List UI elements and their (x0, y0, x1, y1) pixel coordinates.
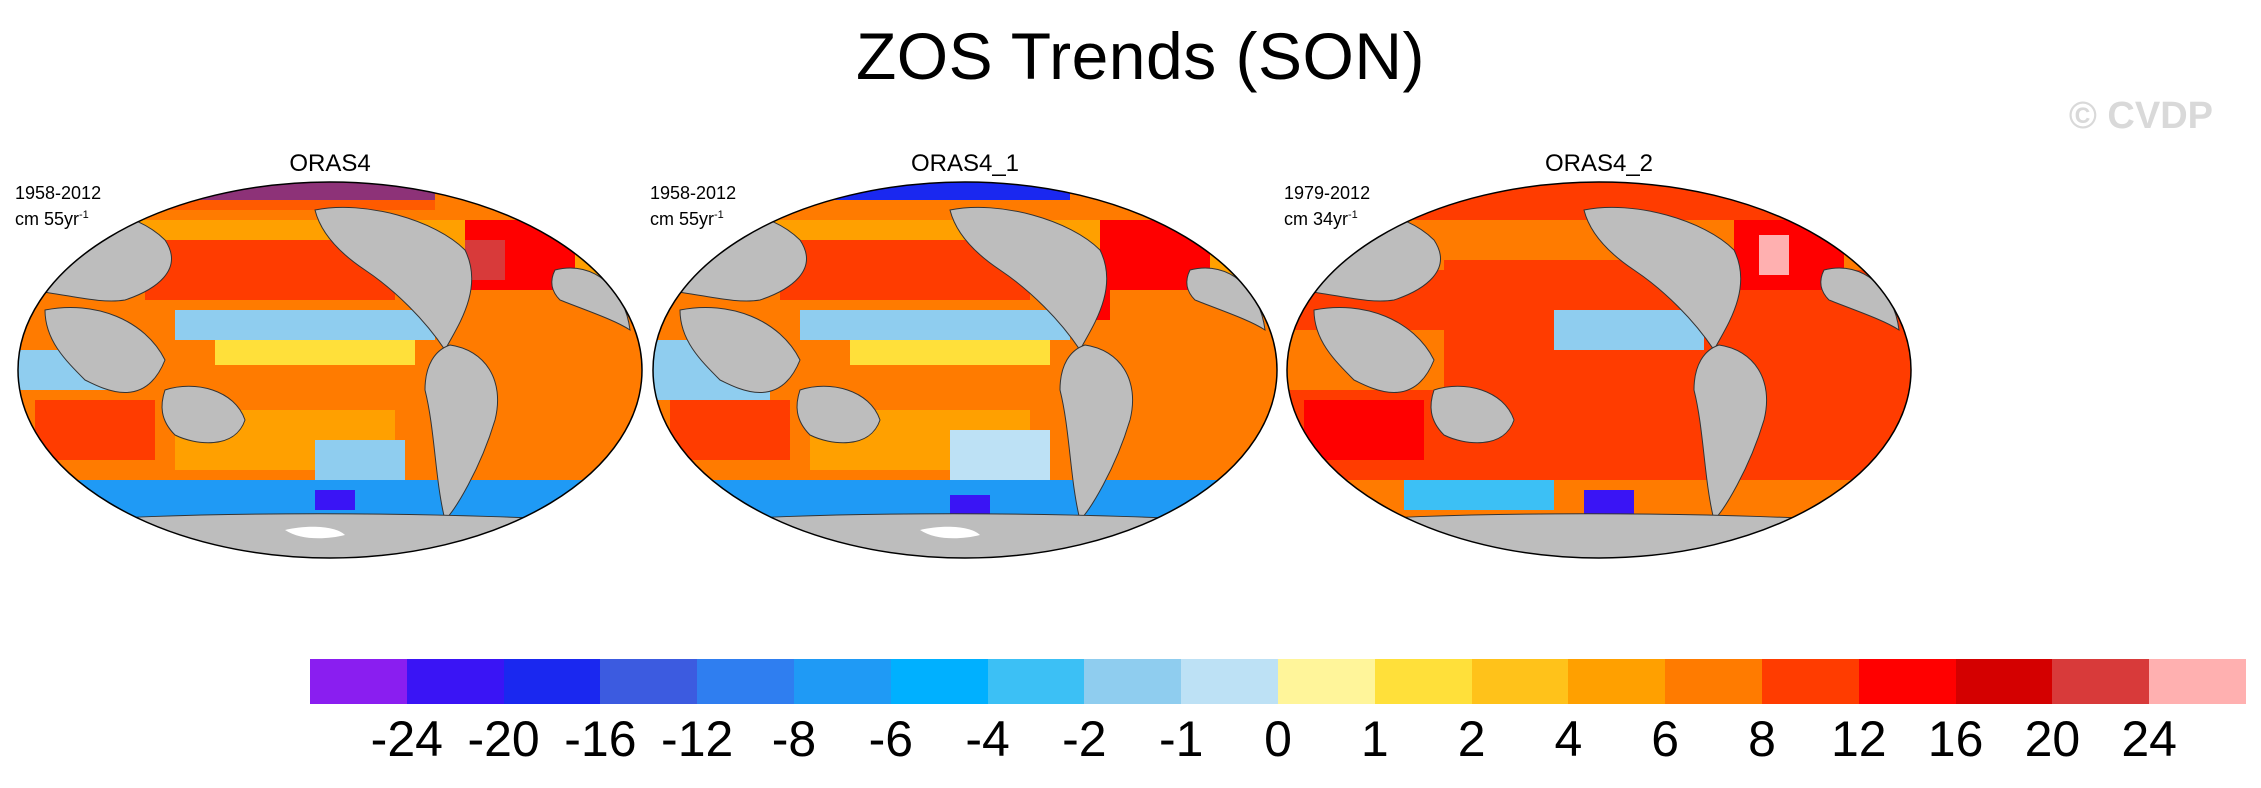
world-map (652, 181, 1278, 559)
colorbar-tick-label: 16 (1927, 711, 1984, 767)
colorbar-box (1761, 659, 1859, 704)
colorbar-tick-label: 12 (1830, 711, 1887, 767)
panel-title: ORAS4_2 (1544, 150, 1654, 177)
colorbar-box (406, 659, 504, 704)
colorbar-box (1955, 659, 2053, 704)
panel-meta: 1958-2012 cm 55yr-1 (15, 182, 101, 230)
colorbar-box (1568, 659, 1666, 704)
panel-title: ORAS4 (289, 150, 371, 177)
colorbar-tick-label: -4 (965, 711, 1010, 767)
colorbar-tick-label: -12 (661, 711, 734, 767)
colorbar-tick-label: -2 (1062, 711, 1107, 767)
units-label: cm 34yr-1 (1284, 209, 1358, 229)
colorbar-box (1181, 659, 1278, 704)
units-label: cm 55yr-1 (650, 209, 724, 229)
colorbar-box (890, 659, 988, 704)
period-label: 1979-2012 (1284, 183, 1371, 203)
colorbar-box (1084, 659, 1182, 704)
colorbar-box (2052, 659, 2150, 704)
colorbar-box (503, 659, 601, 704)
colorbar-tick-label: -6 (868, 711, 914, 767)
figure-title: ZOS Trends (SON) (855, 19, 1426, 93)
colorbar-tick-label: -1 (1158, 711, 1204, 767)
colorbar-tick-label: 20 (2024, 711, 2081, 767)
colorbar-box (1374, 659, 1472, 704)
map-panel-3: ORAS4_2 1979-2012 cm 34yr-1 (1284, 150, 1914, 570)
panel-meta: 1979-2012 cm 34yr-1 (1284, 182, 1370, 230)
units-label: cm 55yr-1 (15, 209, 89, 229)
period-label: 1958-2012 (650, 183, 737, 203)
colorbar-tick-label: -16 (564, 711, 637, 767)
colorbar-box (1858, 659, 1956, 704)
colorbar-box (2149, 659, 2246, 704)
colorbar-box (697, 659, 794, 704)
colorbar-box (1277, 659, 1375, 704)
colorbar-box (600, 659, 698, 704)
world-map (1286, 181, 1912, 559)
colorbar-box (1665, 659, 1762, 704)
colorbar-box (793, 659, 891, 704)
watermark: © CVDP (2068, 95, 2213, 137)
colorbar-tick-label: -20 (467, 711, 540, 767)
colorbar-tick-label: 8 (1748, 711, 1776, 767)
colorbar-tick-label: 24 (2121, 711, 2177, 767)
colorbar (310, 659, 2246, 704)
map-panel-2: ORAS4_1 1958-2012 cm 55yr-1 (650, 150, 1280, 570)
colorbar-box (987, 659, 1085, 704)
colorbar-box (310, 659, 407, 704)
colorbar-tick-label: -24 (370, 711, 443, 767)
panel-meta: 1958-2012 cm 55yr-1 (650, 182, 736, 230)
colorbar-tick-label: 4 (1554, 711, 1583, 767)
colorbar-tick-label: 6 (1651, 711, 1680, 767)
colorbar-box (1471, 659, 1569, 704)
map-panel-1: ORAS4 1958-2012 cm 55yr-1 (15, 150, 645, 570)
world-map (17, 181, 643, 559)
colorbar-tick-label: 1 (1360, 711, 1389, 767)
colorbar-tick-label: 2 (1457, 711, 1486, 767)
panel-title: ORAS4_1 (910, 150, 1020, 177)
colorbar-tick-label: 0 (1264, 711, 1292, 767)
colorbar-tick-label: -8 (771, 711, 817, 767)
period-label: 1958-2012 (15, 183, 102, 203)
